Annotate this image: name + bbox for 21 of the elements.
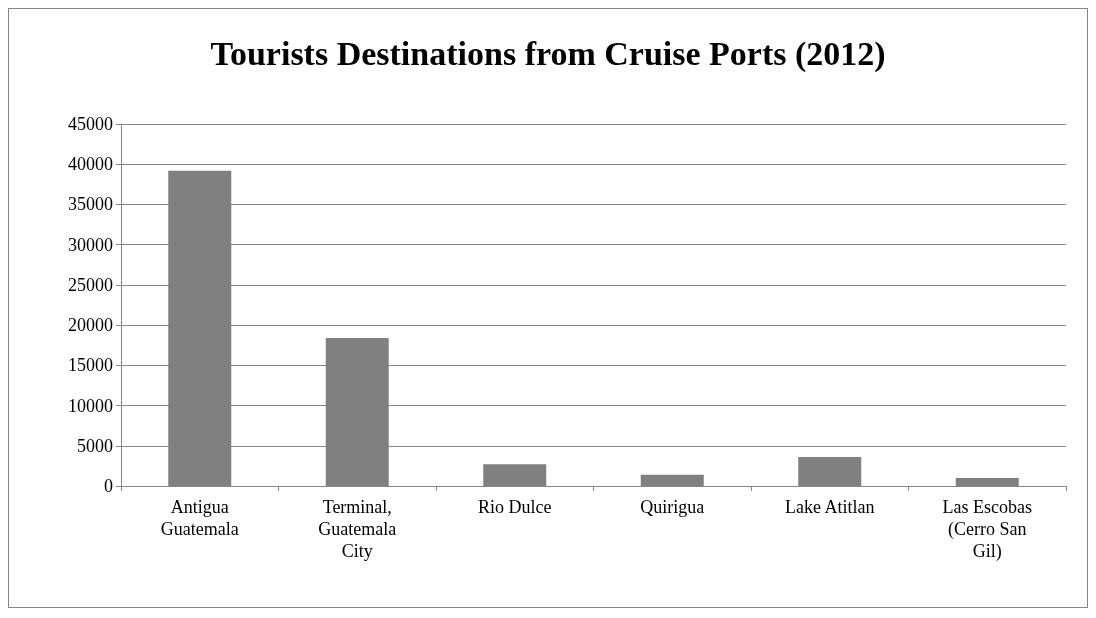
y-tick-label: 40000	[68, 154, 113, 175]
x-tick-label: Lake Atitlan	[785, 497, 875, 517]
y-tick-label: 30000	[68, 234, 113, 255]
y-tick-label: 35000	[68, 194, 113, 215]
x-tick-label: Quirigua	[640, 497, 705, 517]
bar	[483, 464, 547, 486]
bar	[640, 474, 704, 486]
x-tick-label: Las Escobas (Cerro San Gil)	[942, 497, 1032, 562]
bar	[798, 457, 862, 486]
y-tick-label: 0	[104, 476, 113, 496]
bar	[955, 477, 1019, 486]
x-tick-label: Rio Dulce	[478, 497, 552, 517]
chart-title: Tourists Destinations from Cruise Ports (2012)	[210, 34, 886, 73]
y-tick-label: 20000	[68, 315, 113, 336]
x-tick-label: Antigua Guatemala	[160, 497, 239, 539]
y-tick-label: 15000	[68, 355, 113, 376]
y-tick-label: 5000	[77, 435, 113, 456]
y-tick-label: 25000	[68, 274, 113, 295]
y-tick-label: 10000	[68, 395, 113, 416]
y-tick-label: 45000	[68, 114, 113, 134]
x-tick-label: Terminal, Guatemala City	[318, 497, 397, 561]
